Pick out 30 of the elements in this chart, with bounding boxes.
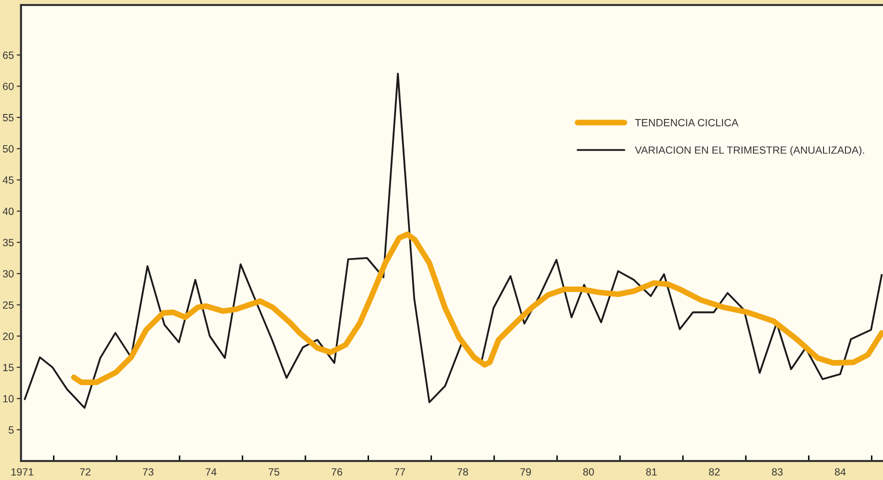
- y-tick-label: 40: [2, 208, 14, 216]
- x-tick-label: 84: [834, 468, 846, 476]
- y-tick-label: 5: [8, 426, 14, 434]
- x-tick-label: 76: [332, 468, 342, 476]
- x-tick-label: 73: [142, 468, 154, 476]
- x-tick-label: 81: [646, 468, 657, 476]
- legend-label: VARIACION EN EL TRIMESTRE (ANUALIZADA).: [634, 146, 864, 156]
- y-tick-label: 45: [2, 176, 14, 184]
- x-tick-label: 1971: [11, 468, 34, 476]
- y-tick-label: 60: [3, 82, 14, 90]
- x-tick-label: 80: [583, 468, 594, 476]
- x-tick-label: 78: [457, 468, 468, 476]
- x-tick-label: 77: [394, 468, 406, 476]
- x-tick-label: 72: [80, 468, 90, 476]
- x-tick-label: 74: [206, 468, 217, 476]
- x-tick-label: 82: [709, 468, 720, 476]
- x-tick-label: 79: [520, 468, 531, 476]
- y-tick-label: 35: [2, 238, 14, 246]
- line-series: [24, 72, 883, 409]
- y-tick-label: 50: [2, 145, 14, 153]
- y-tick-label: 55: [2, 114, 14, 122]
- y-tick-label: 30: [2, 270, 14, 278]
- x-tick-label: 75: [268, 468, 280, 476]
- y-tick-label: 15: [3, 364, 14, 372]
- y-tick-label: 65: [3, 51, 14, 59]
- y-tick-label: 10: [3, 395, 14, 402]
- x-tick-label: 83: [772, 468, 783, 476]
- legend-label: TENDENCIA CICLICA: [635, 118, 738, 126]
- y-tick-label: 20: [2, 332, 14, 340]
- y-tick-label: 25: [2, 301, 14, 309]
